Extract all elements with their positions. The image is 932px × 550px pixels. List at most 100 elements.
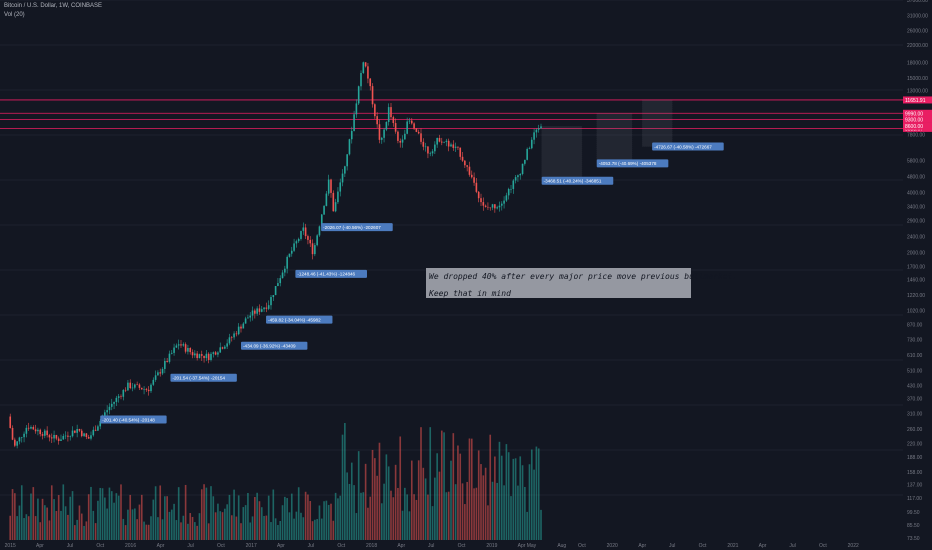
volume-bar bbox=[242, 507, 245, 540]
candle-body bbox=[540, 126, 542, 129]
y-tick-label: 137.00 bbox=[907, 482, 923, 488]
volume-bar bbox=[440, 430, 443, 540]
volume-bar bbox=[535, 446, 538, 540]
volume-bar bbox=[32, 487, 35, 540]
candle-body bbox=[357, 86, 360, 104]
price-axis bbox=[903, 0, 932, 550]
volume-bar bbox=[362, 492, 365, 540]
x-tick-label: Apr bbox=[36, 543, 44, 549]
candle-body bbox=[286, 256, 288, 269]
y-tick-label: 430.00 bbox=[907, 383, 923, 389]
volume-bar bbox=[316, 519, 318, 540]
volume-bar bbox=[274, 518, 277, 540]
candle-body bbox=[247, 317, 249, 319]
volume-bar bbox=[447, 491, 450, 540]
x-tick-label: Jul bbox=[187, 543, 193, 549]
volume-bar bbox=[314, 519, 316, 540]
candle-body bbox=[187, 348, 189, 352]
measure-label-box bbox=[321, 223, 393, 232]
volume-bar bbox=[198, 513, 201, 540]
volume-bar bbox=[387, 466, 390, 540]
volume-bar bbox=[332, 520, 335, 540]
volume-bar bbox=[302, 517, 305, 540]
x-tick-label: Apr bbox=[638, 543, 646, 549]
volume-bar bbox=[67, 514, 69, 540]
volume-bar bbox=[371, 449, 374, 540]
candle-body bbox=[249, 315, 252, 318]
volume-bar bbox=[78, 505, 81, 540]
candle-body bbox=[166, 361, 168, 362]
volume-bar bbox=[429, 427, 432, 540]
candle-body bbox=[177, 344, 180, 346]
x-tick-label: Apr bbox=[397, 543, 405, 549]
volume-bar bbox=[512, 458, 515, 540]
y-tick-label: 310.00 bbox=[907, 412, 923, 418]
candle-body bbox=[244, 318, 247, 324]
volume-bar bbox=[300, 512, 302, 540]
price-level-tag bbox=[903, 96, 932, 104]
candle-body bbox=[265, 307, 268, 309]
candle-body bbox=[228, 337, 231, 344]
candle-body bbox=[537, 128, 540, 130]
candle-body bbox=[307, 236, 309, 240]
volume-bar bbox=[272, 489, 275, 540]
y-tick-label: 1460.00 bbox=[907, 278, 925, 284]
volume-bar bbox=[470, 438, 473, 540]
candle-body bbox=[143, 388, 145, 390]
candle-body bbox=[46, 430, 48, 436]
x-tick-label: Jul bbox=[67, 543, 73, 549]
volume-bar bbox=[450, 460, 452, 540]
x-tick-label: Aug bbox=[557, 543, 566, 549]
candle-body bbox=[14, 439, 16, 446]
volume-bar bbox=[505, 444, 508, 540]
volume-bar bbox=[189, 513, 192, 540]
volume-bar bbox=[194, 522, 196, 540]
candle-body bbox=[254, 310, 256, 314]
candle-body bbox=[346, 154, 348, 167]
measure-label: -201.54 (-37.54%) -20154 bbox=[172, 376, 225, 381]
y-tick-label: 158.00 bbox=[907, 470, 923, 476]
candle-body bbox=[258, 308, 261, 312]
y-tick-label: 5800.00 bbox=[907, 158, 925, 164]
volume-bar bbox=[327, 504, 330, 540]
volume-bar bbox=[74, 525, 76, 540]
y-tick-label: 870.00 bbox=[907, 322, 923, 328]
candle-body bbox=[468, 166, 471, 175]
candle-body bbox=[401, 139, 404, 143]
volume-bar bbox=[92, 510, 95, 540]
x-tick-label: 2015 bbox=[5, 543, 16, 549]
candle-body bbox=[341, 173, 344, 183]
candle-body bbox=[18, 437, 21, 442]
volume-bar bbox=[34, 516, 37, 540]
candle-body bbox=[323, 205, 325, 215]
volume-bar bbox=[540, 509, 542, 540]
volume-bar bbox=[413, 494, 415, 540]
x-tick-label: Apr bbox=[518, 543, 526, 549]
price-level-tag bbox=[903, 115, 932, 123]
volume-bar bbox=[27, 516, 30, 540]
candle-body bbox=[16, 441, 18, 446]
candle-body bbox=[182, 344, 185, 346]
candle-body bbox=[284, 268, 286, 273]
candle-body bbox=[387, 107, 390, 122]
candle-body bbox=[64, 435, 67, 437]
candle-body bbox=[154, 375, 157, 380]
candle-body bbox=[300, 230, 302, 239]
candle-body bbox=[277, 283, 279, 287]
measure-label: -3468.51 (-40.24%) -346851 bbox=[544, 179, 602, 184]
volume-bar bbox=[475, 487, 478, 540]
volume-bar bbox=[374, 458, 376, 540]
candle-body bbox=[353, 114, 355, 132]
volume-bar bbox=[117, 495, 120, 540]
candle-body bbox=[57, 438, 60, 441]
volume-bar bbox=[360, 492, 362, 540]
candle-body bbox=[30, 426, 32, 429]
x-tick-label: Jul bbox=[308, 543, 314, 549]
annotation-note[interactable]: We dropped 40% after every major price m… bbox=[426, 268, 737, 298]
candle-body bbox=[76, 429, 78, 433]
candle-body bbox=[371, 86, 374, 105]
volume-bar bbox=[468, 438, 471, 540]
volume-bar bbox=[399, 436, 402, 540]
volume-bar bbox=[147, 524, 150, 540]
